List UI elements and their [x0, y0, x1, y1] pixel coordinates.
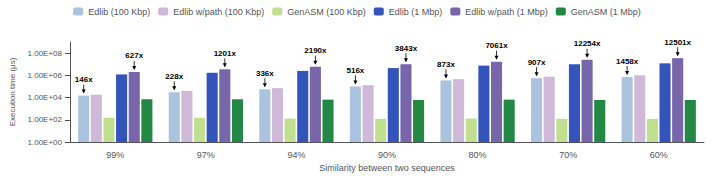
svg-text:2190x: 2190x: [304, 46, 327, 55]
svg-text:94%: 94%: [287, 150, 305, 160]
svg-text:3843x: 3843x: [395, 44, 418, 53]
svg-text:336x: 336x: [256, 69, 274, 78]
svg-text:99%: 99%: [106, 150, 124, 160]
svg-text:1.00E+04: 1.00E+04: [28, 93, 63, 102]
svg-text:1201x: 1201x: [214, 49, 237, 58]
svg-text:1458x: 1458x: [616, 57, 639, 66]
svg-text:1.00E+00: 1.00E+00: [28, 138, 63, 147]
svg-text:7061x: 7061x: [485, 41, 508, 50]
svg-text:12501x: 12501x: [664, 38, 691, 47]
svg-text:90%: 90%: [378, 150, 396, 160]
svg-text:Execution time (μs): Execution time (μs): [8, 57, 17, 126]
svg-text:60%: 60%: [650, 150, 668, 160]
svg-text:Edlib (1 Mbp): Edlib (1 Mbp): [389, 7, 443, 17]
svg-text:Edlib (100 Kbp): Edlib (100 Kbp): [88, 7, 150, 17]
svg-text:Edlib w/path (100 Kbp): Edlib w/path (100 Kbp): [173, 7, 264, 17]
svg-text:873x: 873x: [437, 60, 455, 69]
svg-text:GenASM (100 Kbp): GenASM (100 Kbp): [287, 7, 366, 17]
svg-text:80%: 80%: [469, 150, 487, 160]
svg-text:907x: 907x: [528, 58, 546, 67]
svg-text:1.00E+06: 1.00E+06: [28, 71, 63, 80]
svg-text:70%: 70%: [559, 150, 577, 160]
svg-text:627x: 627x: [125, 51, 143, 60]
svg-text:97%: 97%: [197, 150, 215, 160]
svg-text:228x: 228x: [165, 72, 183, 81]
svg-text:1.00E+08: 1.00E+08: [28, 49, 63, 58]
svg-text:GenASM (1 Mbp): GenASM (1 Mbp): [571, 7, 641, 17]
svg-text:Similarity between two sequenc: Similarity between two sequences: [319, 163, 455, 173]
svg-text:1.00E+02: 1.00E+02: [28, 115, 63, 124]
svg-text:Edlib w/path (1 Mbp): Edlib w/path (1 Mbp): [465, 7, 548, 17]
svg-text:146x: 146x: [75, 75, 93, 84]
svg-text:516x: 516x: [347, 66, 365, 75]
svg-text:12254x: 12254x: [574, 39, 601, 48]
